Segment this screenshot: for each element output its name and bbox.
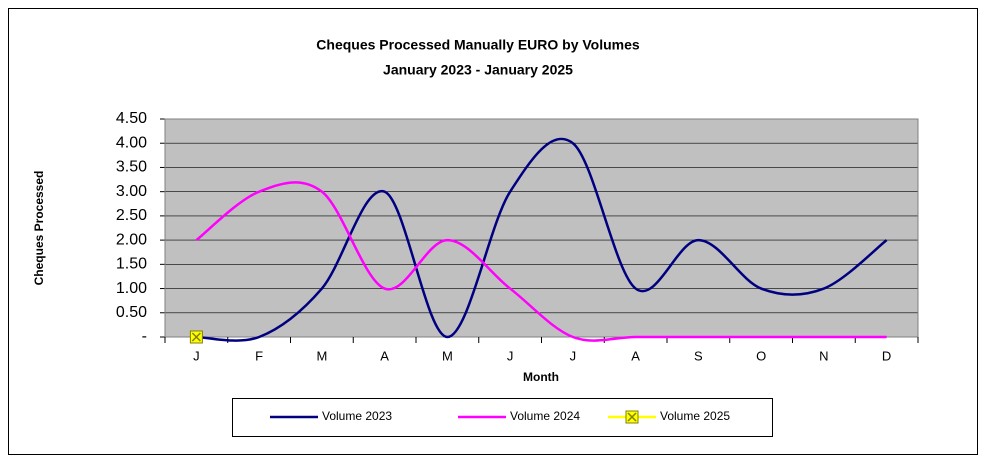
x-tick-label: F [255, 348, 263, 363]
x-tick-label: J [570, 348, 577, 363]
x-tick-label: M [442, 348, 453, 363]
x-tick-label: O [756, 348, 766, 363]
y-tick-label: 3.50 [116, 159, 147, 176]
series-line [196, 137, 888, 342]
y-tick-label: 2.00 [116, 231, 147, 248]
x-tick-label: J [507, 348, 514, 363]
y-axis-label: Cheques Processed [32, 171, 46, 286]
x-tick-label: D [882, 348, 891, 363]
x-axis-label: Month [523, 370, 559, 384]
legend-label: Volume 2025 [660, 409, 730, 423]
y-tick-label: 2.50 [116, 207, 147, 224]
chart-title: Cheques Processed Manually EURO by Volum… [316, 37, 640, 53]
y-tick-label: 1.00 [116, 280, 147, 297]
x-tick-label: A [631, 348, 640, 363]
x-tick-label: N [819, 348, 828, 363]
x-tick-label: S [694, 348, 703, 363]
y-tick-label: 4.00 [116, 134, 147, 151]
y-tick-label: - [142, 328, 147, 345]
y-tick-label: 3.00 [116, 183, 147, 200]
series-line [195, 181, 887, 342]
chart-subtitle: January 2023 - January 2025 [383, 62, 573, 78]
x-tick-label: M [316, 348, 327, 363]
y-tick-label: 1.50 [116, 256, 147, 273]
marker-x [191, 332, 201, 342]
y-tick-label: 0.50 [116, 304, 147, 321]
legend-label: Volume 2024 [510, 409, 580, 423]
marker [189, 330, 203, 344]
marker [625, 410, 639, 424]
y-tick-label: 4.50 [116, 110, 147, 127]
marker-x [627, 412, 637, 422]
x-tick-label: A [380, 348, 389, 363]
x-tick-label: J [193, 348, 200, 363]
legend-label: Volume 2023 [322, 409, 392, 423]
plot-area [165, 119, 918, 337]
